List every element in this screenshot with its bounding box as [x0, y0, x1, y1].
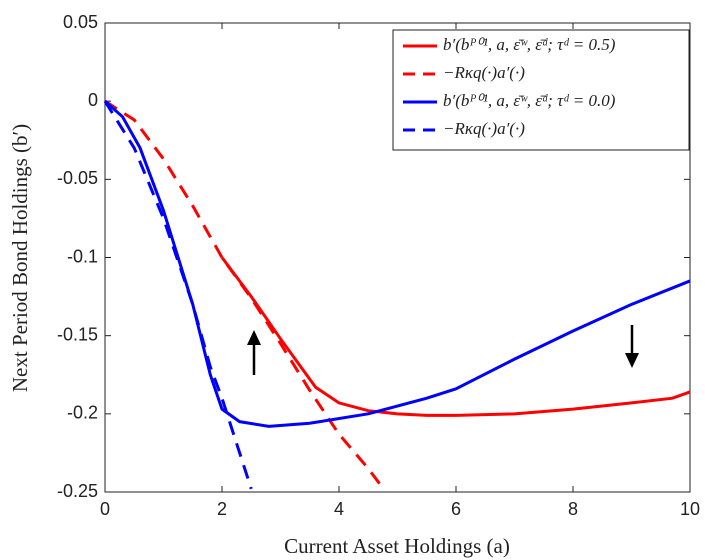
y-tick-label: 0 [88, 90, 98, 110]
series-line [104, 100, 691, 428]
legend-label: −Rκq(·)a′(·) [443, 63, 525, 82]
legend-box [392, 29, 690, 151]
series-line [220, 256, 691, 417]
y-tick-label: -0.25 [57, 481, 98, 501]
series-line [104, 99, 382, 486]
legend-label: b′(bᴾ⁰¹, a, ε̄ʷ, ε̄ᵈ; τᵈ = 0.0) [443, 91, 616, 110]
x-tick-label: 6 [451, 499, 461, 519]
legend-label: b′(bᴾ⁰¹, a, ε̄ʷ, ε̄ᵈ; τᵈ = 0.5) [443, 35, 616, 54]
x-tick-label: 4 [334, 499, 344, 519]
arrow-down [625, 325, 639, 368]
x-axis-label: Current Asset Holdings (a) [284, 534, 510, 558]
y-tick-label: -0.1 [67, 246, 98, 266]
y-tick-label: -0.15 [57, 324, 98, 344]
x-tick-label: 10 [680, 499, 700, 519]
x-tick-label: 8 [568, 499, 578, 519]
arrow-up [247, 330, 261, 375]
x-tick-label: 2 [217, 499, 227, 519]
y-axis-label: Next Period Bond Holdings (b′) [8, 124, 32, 392]
y-tick-label: -0.05 [57, 168, 98, 188]
legend: b′(bᴾ⁰¹, a, ε̄ʷ, ε̄ᵈ; τᵈ = 0.5) −Rκq(·)a′… [392, 29, 690, 151]
series-line [103, 100, 253, 490]
x-tick-label: 0 [100, 499, 110, 519]
legend-label: −Rκq(·)a′(·) [443, 119, 525, 138]
y-tick-label: 0.05 [63, 12, 98, 32]
y-tick-label: -0.2 [67, 403, 98, 423]
